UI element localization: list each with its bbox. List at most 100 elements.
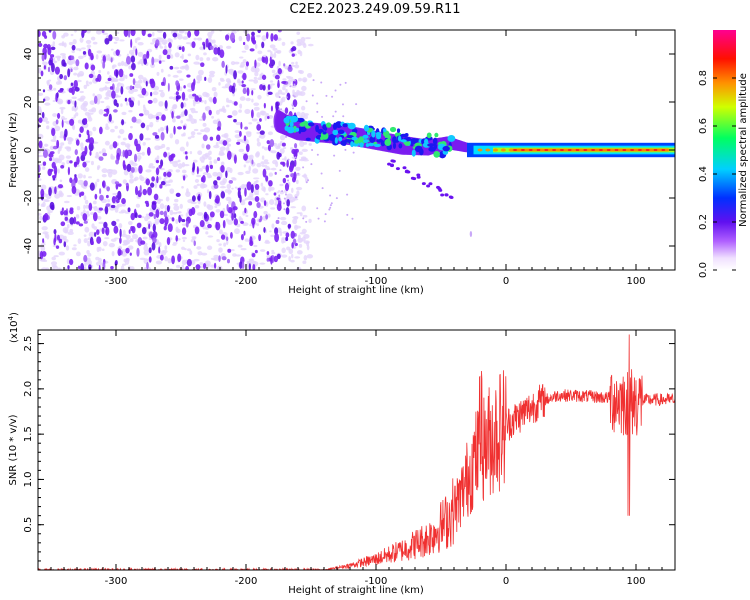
noise-blob bbox=[240, 220, 244, 224]
noise-speckle bbox=[164, 245, 168, 250]
noise-speckle bbox=[279, 183, 284, 187]
noise-blob bbox=[159, 210, 164, 216]
noise-speckle bbox=[297, 234, 301, 240]
noise-speckle bbox=[106, 71, 110, 75]
noise-speckle bbox=[112, 64, 117, 68]
noise-speckle bbox=[119, 39, 125, 42]
noise-speckle bbox=[175, 264, 181, 269]
noise-blob bbox=[243, 230, 246, 236]
noise-blob bbox=[233, 154, 237, 164]
noise-speckle bbox=[143, 245, 149, 252]
noise-speckle bbox=[91, 107, 97, 113]
noise-blob bbox=[245, 61, 250, 67]
signal-line-knot bbox=[625, 148, 631, 152]
noise-blob bbox=[246, 87, 250, 97]
noise-speckle bbox=[188, 113, 192, 119]
signal-blob bbox=[447, 135, 456, 142]
noise-speckle bbox=[239, 103, 243, 109]
noise-speckle bbox=[296, 42, 302, 47]
y-tick-label: 40 bbox=[23, 48, 34, 61]
noise-blob bbox=[113, 225, 119, 234]
noise-speckle bbox=[302, 166, 305, 169]
noise-speckle bbox=[236, 78, 241, 84]
noise-blob bbox=[244, 207, 247, 214]
signal-line-knot bbox=[485, 148, 491, 152]
noise-speckle bbox=[63, 42, 67, 48]
noise-blob bbox=[63, 241, 67, 248]
noise-speckle bbox=[281, 96, 286, 103]
noise-speckle bbox=[52, 113, 58, 117]
noise-speckle bbox=[96, 50, 103, 54]
noise-speckle bbox=[234, 130, 240, 134]
noise-speckle bbox=[135, 203, 140, 208]
noise-speckle bbox=[58, 42, 65, 46]
noise-speckle bbox=[197, 150, 203, 156]
noise-speckle bbox=[194, 110, 198, 114]
noise-speckle bbox=[46, 233, 50, 240]
noise-speckle bbox=[137, 41, 144, 46]
signal-blob bbox=[332, 122, 338, 130]
noise-speckle bbox=[219, 77, 224, 81]
noise-blob bbox=[128, 229, 131, 234]
noise-blob bbox=[277, 68, 283, 75]
noise-speckle bbox=[227, 80, 232, 84]
noise-speckle bbox=[292, 218, 298, 225]
noise-speckle bbox=[320, 81, 323, 84]
noise-speckle bbox=[220, 161, 225, 167]
noise-blob bbox=[119, 228, 122, 238]
noise-blob bbox=[54, 186, 57, 195]
noise-speckle bbox=[173, 203, 178, 206]
signal-tail bbox=[444, 193, 449, 197]
signal-tail bbox=[421, 182, 426, 186]
noise-blob bbox=[216, 126, 221, 131]
noise-speckle bbox=[102, 32, 109, 35]
noise-blob bbox=[160, 180, 166, 186]
noise-blob bbox=[147, 99, 153, 104]
noise-speckle bbox=[86, 44, 92, 49]
noise-blob bbox=[105, 226, 110, 236]
noise-blob bbox=[146, 262, 149, 270]
noise-speckle bbox=[101, 148, 107, 155]
noise-blob bbox=[43, 43, 49, 49]
signal-blob bbox=[392, 142, 397, 150]
noise-speckle bbox=[234, 228, 240, 235]
signal-tail bbox=[404, 169, 409, 173]
noise-blob bbox=[96, 236, 102, 244]
noise-speckle bbox=[297, 172, 300, 175]
noise-speckle bbox=[92, 200, 97, 205]
noise-blob bbox=[228, 179, 233, 184]
noise-speckle bbox=[160, 91, 165, 98]
noise-speckle bbox=[282, 202, 285, 205]
noise-speckle bbox=[222, 108, 227, 113]
noise-blob bbox=[152, 237, 157, 244]
noise-speckle bbox=[242, 222, 249, 227]
noise-speckle bbox=[239, 185, 245, 189]
noise-blob bbox=[136, 247, 140, 257]
noise-speckle bbox=[197, 251, 203, 256]
noise-speckle bbox=[114, 31, 120, 35]
noise-blob bbox=[120, 86, 124, 95]
noise-blob bbox=[266, 31, 269, 40]
noise-speckle bbox=[307, 43, 314, 47]
noise-speckle bbox=[59, 179, 63, 183]
noise-speckle bbox=[131, 162, 138, 167]
noise-speckle bbox=[136, 37, 141, 41]
noise-blob bbox=[241, 83, 247, 88]
noise-blob bbox=[227, 248, 232, 253]
noise-blob bbox=[141, 227, 147, 235]
noise-speckle bbox=[84, 226, 90, 233]
noise-speckle bbox=[137, 157, 141, 162]
noise-speckle bbox=[253, 106, 260, 111]
noise-blob bbox=[164, 223, 168, 227]
noise-speckle bbox=[122, 137, 127, 141]
noise-speckle bbox=[253, 102, 260, 106]
noise-speckle bbox=[66, 146, 72, 152]
noise-speckle bbox=[90, 36, 96, 41]
noise-speckle bbox=[285, 135, 288, 138]
noise-blob bbox=[147, 186, 152, 196]
noise-blob bbox=[175, 91, 179, 96]
noise-blob bbox=[241, 261, 245, 270]
noise-speckle bbox=[92, 93, 96, 97]
noise-speckle bbox=[238, 215, 242, 222]
noise-blob bbox=[285, 236, 289, 242]
